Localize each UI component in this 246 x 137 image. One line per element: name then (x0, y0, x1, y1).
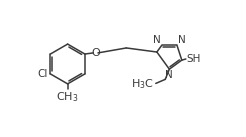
Text: H$_3$C: H$_3$C (131, 78, 154, 91)
Text: O: O (91, 48, 100, 58)
Text: CH$_3$: CH$_3$ (56, 90, 79, 104)
Text: N: N (166, 70, 173, 80)
Text: Cl: Cl (37, 69, 47, 79)
Text: N: N (178, 35, 186, 45)
Text: N: N (153, 35, 160, 45)
Text: SH: SH (187, 54, 201, 64)
